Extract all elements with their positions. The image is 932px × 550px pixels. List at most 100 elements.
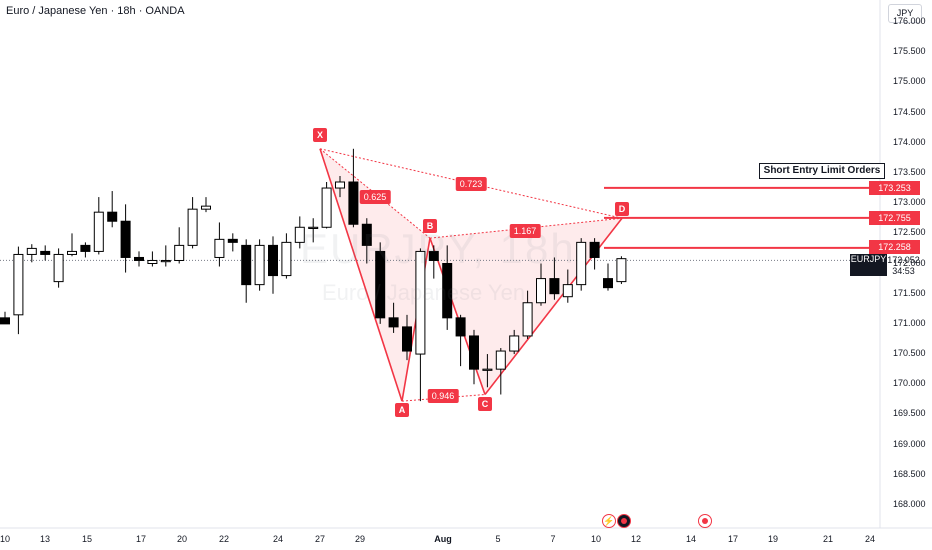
candle-body xyxy=(241,244,252,286)
candle xyxy=(495,348,506,395)
candle-body xyxy=(361,223,372,246)
candle-body xyxy=(603,278,613,289)
candle-body xyxy=(388,317,399,328)
time-tick-label: 21 xyxy=(822,534,834,544)
candle-body xyxy=(589,241,600,258)
economic-event-icon[interactable] xyxy=(698,514,712,528)
candle-body xyxy=(174,244,185,261)
price-tick-label: 175.500 xyxy=(893,46,926,57)
candle xyxy=(227,233,238,252)
candle-body xyxy=(107,211,118,222)
candle-body xyxy=(576,241,587,286)
candle-body xyxy=(536,278,546,304)
candle xyxy=(549,257,560,300)
time-tick-label: 17 xyxy=(727,534,739,544)
candle xyxy=(0,311,10,325)
candle xyxy=(160,245,171,267)
candle-body xyxy=(294,226,305,243)
candle xyxy=(187,197,198,249)
candle-body xyxy=(348,181,359,225)
candle xyxy=(174,227,185,264)
earnings-event-icon[interactable] xyxy=(617,514,631,528)
candle-body xyxy=(254,244,265,286)
candle xyxy=(415,248,426,402)
candle xyxy=(375,242,386,324)
candle xyxy=(455,314,466,367)
candle xyxy=(53,248,64,288)
candle-body xyxy=(187,208,198,246)
candle xyxy=(576,238,587,291)
candle-body xyxy=(442,263,453,319)
price-tick-label: 168.500 xyxy=(893,468,926,479)
currency-selector[interactable]: JPY xyxy=(888,4,922,23)
candle xyxy=(482,354,493,388)
candle xyxy=(348,148,359,228)
chart-title: Euro / Japanese Yen · 18h · OANDA xyxy=(6,5,185,17)
candle xyxy=(134,251,144,267)
candle xyxy=(40,245,51,261)
candle xyxy=(321,181,332,229)
price-tick-label: 172.500 xyxy=(893,227,926,238)
candle-body xyxy=(26,247,37,255)
candle xyxy=(147,251,158,267)
candle xyxy=(214,222,225,267)
time-tick-label: 22 xyxy=(218,534,230,544)
candle xyxy=(93,197,104,255)
time-tick-label: 7 xyxy=(550,534,556,544)
candle-body xyxy=(160,259,171,263)
candle xyxy=(428,245,439,279)
lightning-event-icon[interactable]: ⚡ xyxy=(602,514,616,528)
candle xyxy=(388,302,399,333)
candle-body xyxy=(214,238,225,258)
candle xyxy=(13,246,24,335)
candle xyxy=(509,329,520,355)
time-tick-label: 5 xyxy=(495,534,501,544)
time-tick-label: 15 xyxy=(81,534,93,544)
price-tick-label: 169.500 xyxy=(893,408,926,419)
candle-body xyxy=(455,317,466,337)
candle xyxy=(308,218,319,243)
candle xyxy=(361,218,372,264)
entry-level-tag: 173.253 xyxy=(869,181,920,195)
price-tick-label: 171.500 xyxy=(893,287,926,298)
point-a-label: A xyxy=(395,403,409,418)
candle xyxy=(254,239,265,291)
candle-body xyxy=(201,205,211,210)
price-tick-label: 173.500 xyxy=(893,166,926,177)
candle-body xyxy=(415,250,426,355)
price-tick-label: 175.000 xyxy=(893,76,926,87)
candle-body xyxy=(80,244,91,252)
time-tick-label: 12 xyxy=(630,534,642,544)
candle-body xyxy=(40,250,51,255)
price-tick-label: 168.000 xyxy=(893,499,926,509)
price-tick-label: 170.000 xyxy=(893,378,926,389)
candle xyxy=(589,238,600,270)
candle-body xyxy=(509,335,520,352)
candle-body xyxy=(308,226,319,229)
candle xyxy=(67,233,77,257)
candle xyxy=(281,233,292,279)
candle-body xyxy=(495,350,506,370)
candle xyxy=(201,197,211,213)
name-watermark: Euro / Japanese Yen xyxy=(322,280,526,305)
candle-body xyxy=(428,250,439,261)
candle xyxy=(442,245,453,330)
current-symbol: EURJPY xyxy=(850,254,887,264)
candle-body xyxy=(268,244,278,277)
time-tick-label: 10 xyxy=(0,534,11,544)
time-tick-label: 13 xyxy=(39,534,51,544)
candle xyxy=(562,269,573,303)
point-c-label: C xyxy=(478,396,492,411)
price-tick-label: 171.000 xyxy=(893,317,926,328)
candle xyxy=(402,314,412,361)
candle xyxy=(241,239,252,303)
entry-level-tag: 172.755 xyxy=(869,211,920,225)
time-tick-label: 27 xyxy=(314,534,326,544)
candle-body xyxy=(482,368,493,371)
ratio-xb-label: 0.625 xyxy=(359,190,391,204)
candle xyxy=(268,236,278,294)
candle xyxy=(294,216,305,249)
bar-countdown: 34:53 xyxy=(892,266,915,276)
